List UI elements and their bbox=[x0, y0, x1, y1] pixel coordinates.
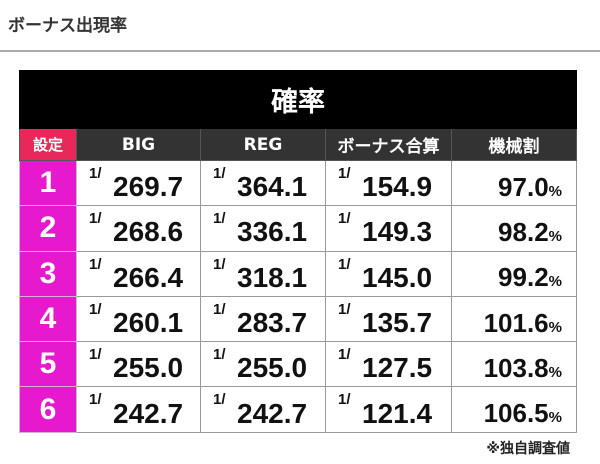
fraction-prefix: 1/ bbox=[89, 300, 102, 318]
payout-value: 106.5 bbox=[483, 398, 549, 429]
reg-cell: 1/318.1 bbox=[200, 250, 326, 297]
combined-value: 135.7 bbox=[362, 307, 433, 339]
reg-cell: 1/255.0 bbox=[200, 341, 326, 388]
combined-cell: 1/149.3 bbox=[325, 205, 452, 252]
big-value: 268.6 bbox=[113, 216, 184, 248]
setting-cell: 5 bbox=[19, 341, 77, 388]
reg-value: 336.1 bbox=[237, 216, 308, 248]
fraction-prefix: 1/ bbox=[213, 210, 226, 228]
big-value: 242.7 bbox=[113, 397, 184, 429]
big-cell: 1/269.7 bbox=[76, 159, 201, 207]
reg-value: 242.7 bbox=[237, 397, 308, 429]
big-value: 255.0 bbox=[113, 352, 184, 384]
percent-unit: % bbox=[548, 318, 562, 336]
header-reg: REG bbox=[200, 128, 326, 161]
divider bbox=[0, 50, 600, 52]
percent-unit: % bbox=[548, 409, 562, 427]
fraction-prefix: 1/ bbox=[213, 300, 226, 318]
reg-cell: 1/283.7 bbox=[200, 295, 326, 343]
bonus-probability-table: 確率 設定 BIG REG ボーナス合算 機械割 1 1/269.7 1/364.1… bbox=[19, 70, 577, 433]
setting-cell: 2 bbox=[19, 205, 77, 252]
combined-cell: 1/121.4 bbox=[325, 386, 452, 433]
combined-value: 121.4 bbox=[362, 397, 433, 429]
fraction-prefix: 1/ bbox=[338, 210, 351, 228]
reg-cell: 1/242.7 bbox=[200, 386, 326, 433]
big-cell: 1/266.4 bbox=[76, 250, 201, 297]
fraction-prefix: 1/ bbox=[213, 255, 226, 273]
fraction-prefix: 1/ bbox=[338, 391, 351, 409]
combined-value: 145.0 bbox=[362, 261, 433, 293]
payout-value: 103.8 bbox=[483, 352, 549, 383]
header-setting: 設定 bbox=[19, 128, 77, 161]
combined-cell: 1/127.5 bbox=[325, 341, 452, 388]
big-value: 266.4 bbox=[113, 261, 184, 293]
fraction-prefix: 1/ bbox=[89, 165, 102, 182]
payout-cell: 101.6% bbox=[451, 295, 577, 343]
big-value: 269.7 bbox=[113, 171, 184, 203]
fraction-prefix: 1/ bbox=[338, 255, 351, 273]
big-cell: 1/268.6 bbox=[76, 205, 201, 252]
fraction-prefix: 1/ bbox=[89, 346, 102, 364]
percent-unit: % bbox=[548, 363, 562, 381]
table-row: 2 1/268.6 1/336.1 1/149.3 98.2% bbox=[19, 205, 577, 252]
percent-unit: % bbox=[548, 182, 562, 200]
table-row: 1 1/269.7 1/364.1 1/154.9 97.0% bbox=[19, 159, 577, 207]
percent-unit: % bbox=[548, 227, 562, 245]
combined-cell: 1/145.0 bbox=[325, 250, 452, 297]
payout-value: 99.2 bbox=[498, 262, 549, 293]
reg-value: 255.0 bbox=[237, 352, 308, 384]
fraction-prefix: 1/ bbox=[213, 346, 226, 364]
header-combined: ボーナス合算 bbox=[325, 128, 452, 161]
header-payout: 機械割 bbox=[451, 128, 577, 161]
setting-cell: 3 bbox=[19, 250, 77, 297]
combined-value: 154.9 bbox=[362, 171, 433, 203]
big-value: 260.1 bbox=[113, 307, 184, 339]
big-cell: 1/242.7 bbox=[76, 386, 201, 433]
percent-unit: % bbox=[548, 273, 562, 291]
payout-value: 101.6 bbox=[483, 307, 549, 338]
combined-cell: 1/154.9 bbox=[325, 159, 452, 207]
fraction-prefix: 1/ bbox=[213, 391, 226, 409]
big-cell: 1/260.1 bbox=[76, 295, 201, 343]
table-caption: 確率 bbox=[19, 70, 577, 129]
fraction-prefix: 1/ bbox=[338, 300, 351, 318]
setting-cell: 1 bbox=[19, 159, 77, 207]
payout-cell: 103.8% bbox=[451, 341, 577, 388]
payout-cell: 97.0% bbox=[451, 159, 577, 207]
combined-cell: 1/135.7 bbox=[325, 295, 452, 343]
fraction-prefix: 1/ bbox=[89, 255, 102, 273]
fraction-prefix: 1/ bbox=[338, 346, 351, 364]
payout-cell: 106.5% bbox=[451, 386, 577, 433]
table-row: 3 1/266.4 1/318.1 1/145.0 99.2% bbox=[19, 250, 577, 297]
payout-value: 98.2 bbox=[498, 216, 549, 247]
big-cell: 1/255.0 bbox=[76, 341, 201, 388]
reg-value: 283.7 bbox=[237, 307, 308, 339]
reg-value: 364.1 bbox=[237, 171, 308, 203]
fraction-prefix: 1/ bbox=[338, 165, 351, 182]
header-big: BIG bbox=[76, 128, 201, 161]
reg-cell: 1/336.1 bbox=[200, 205, 326, 252]
fraction-prefix: 1/ bbox=[89, 391, 102, 409]
table-row: 5 1/255.0 1/255.0 1/127.5 103.8% bbox=[19, 341, 577, 388]
setting-cell: 4 bbox=[19, 295, 77, 343]
payout-cell: 99.2% bbox=[451, 250, 577, 297]
reg-cell: 1/364.1 bbox=[200, 159, 326, 207]
reg-value: 318.1 bbox=[237, 261, 308, 293]
fraction-prefix: 1/ bbox=[213, 165, 226, 182]
footnote: ※独自調査値 bbox=[486, 441, 570, 457]
combined-value: 149.3 bbox=[362, 216, 433, 248]
combined-value: 127.5 bbox=[362, 352, 433, 384]
section-heading: ボーナス出現率 bbox=[8, 16, 127, 36]
table-row: 6 1/242.7 1/242.7 1/121.4 106.5% bbox=[19, 386, 577, 433]
table-row: 4 1/260.1 1/283.7 1/135.7 101.6% bbox=[19, 295, 577, 343]
payout-value: 97.0 bbox=[498, 171, 549, 202]
setting-cell: 6 bbox=[19, 386, 77, 433]
fraction-prefix: 1/ bbox=[89, 210, 102, 228]
payout-cell: 98.2% bbox=[451, 205, 577, 252]
